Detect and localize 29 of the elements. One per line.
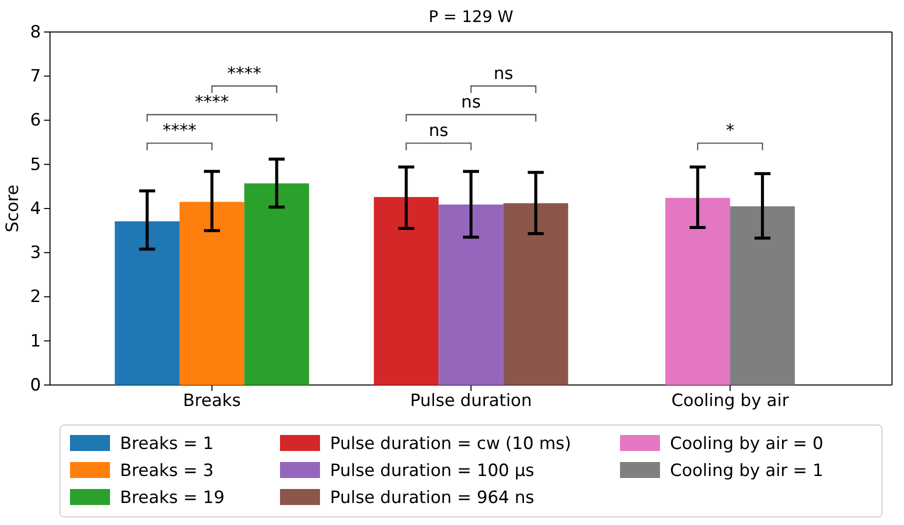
legend-label: Breaks = 3 (120, 461, 214, 481)
y-tick-label: 3 (30, 243, 41, 264)
x-tick-label: Pulse duration (410, 391, 532, 412)
y-tick-label: 0 (30, 375, 41, 396)
annotation: **** (194, 92, 229, 113)
legend-label: Pulse duration = cw (10 ms) (330, 434, 572, 454)
annotation: **** (162, 121, 197, 142)
annotation: ns (428, 121, 449, 142)
y-tick-label: 7 (30, 66, 41, 87)
legend-label: Breaks = 19 (120, 488, 225, 508)
annotation: ns (494, 64, 514, 84)
annotation: **** (227, 64, 262, 84)
legend-label: Cooling by air = 1 (670, 461, 824, 481)
x-tick-label: Cooling by air (671, 391, 789, 412)
annotation: ns (461, 92, 481, 113)
y-tick-label: 4 (30, 198, 41, 219)
y-tick-label: 6 (30, 110, 41, 131)
y-tick-label: 2 (30, 287, 41, 308)
y-tick-label: 1 (30, 331, 41, 352)
x-tick-label: Breaks (182, 391, 241, 412)
y-axis-title: Score (3, 184, 23, 232)
legend-label: Cooling by air = 0 (670, 434, 824, 454)
legend-label: Pulse duration = 100 μs (330, 461, 534, 481)
annotation: * (726, 121, 734, 142)
y-tick-label: 5 (30, 154, 41, 175)
chart-title: P = 129 W (428, 7, 514, 26)
legend-label: Breaks = 1 (120, 434, 214, 454)
legend-label: Pulse duration = 964 ns (330, 488, 534, 508)
y-tick-label: 8 (30, 22, 41, 42)
